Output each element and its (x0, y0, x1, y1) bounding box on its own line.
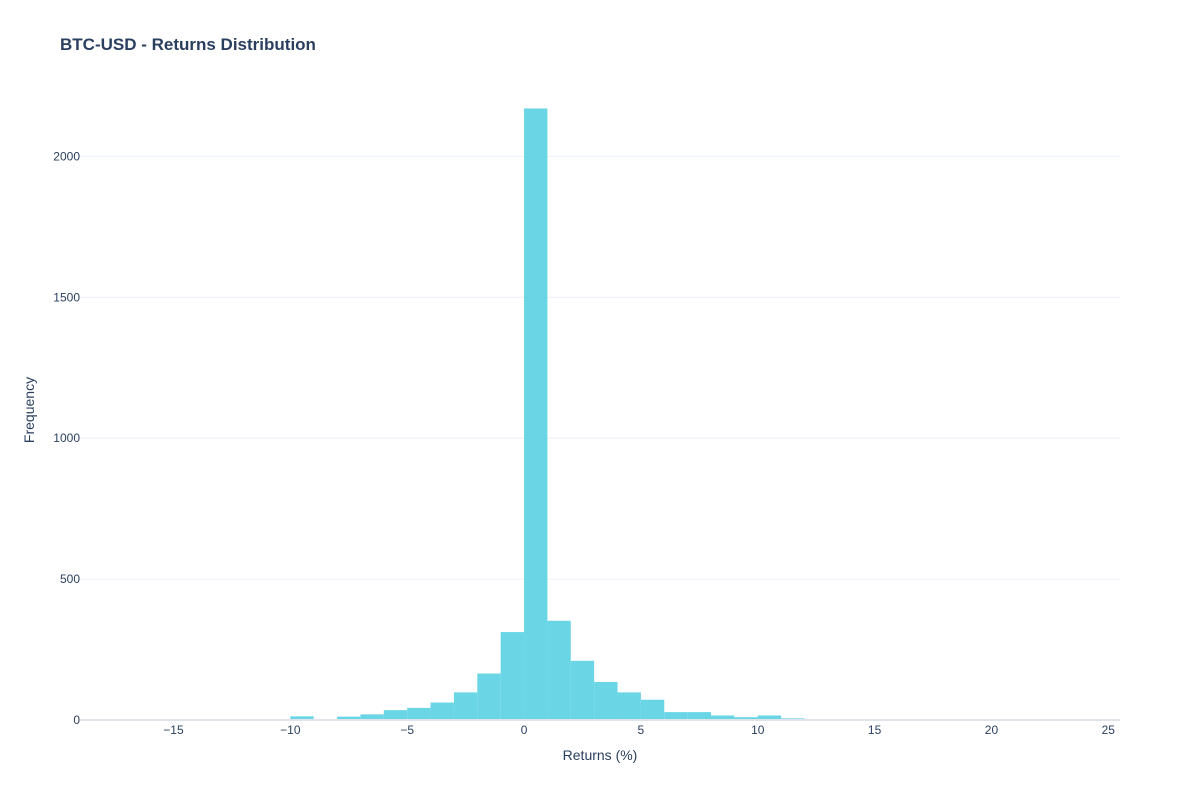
y-tick-label: 0 (73, 713, 80, 727)
y-axis-ticks: 0 500 1000 1500 2000 (53, 149, 80, 727)
y-tick-label: 2000 (53, 149, 80, 163)
x-tick-label: 0 (521, 723, 528, 737)
histogram-bar (407, 707, 431, 720)
x-axis-title: Returns (%) (563, 747, 638, 763)
histogram-bar (734, 717, 758, 720)
histogram-bar (594, 681, 618, 720)
x-axis-ticks: −15 −10 −5 0 5 10 15 20 25 (163, 723, 1115, 737)
histogram-bar (337, 716, 361, 720)
histogram-bar (757, 715, 782, 720)
histogram-bar (430, 702, 454, 720)
histogram-bar (687, 712, 712, 720)
histogram-bar (547, 620, 571, 720)
x-tick-label: 5 (638, 723, 645, 737)
grid-lines (80, 155, 1120, 580)
histogram-bar (664, 712, 688, 720)
histogram-bar (360, 714, 384, 720)
histogram-bar (500, 632, 525, 720)
y-tick-label: 1500 (53, 290, 80, 304)
y-tick-label: 1000 (53, 431, 80, 445)
x-tick-label: −15 (163, 723, 184, 737)
chart-title: BTC-USD - Returns Distribution (60, 35, 316, 54)
x-tick-label: −10 (280, 723, 301, 737)
histogram-bar (570, 660, 595, 720)
histogram-bar (617, 692, 641, 720)
x-tick-label: 20 (985, 723, 999, 737)
histogram-bar (640, 699, 665, 720)
histogram-bar (383, 710, 408, 720)
x-tick-label: 25 (1102, 723, 1116, 737)
histogram-bar (711, 715, 735, 720)
y-tick-label: 500 (60, 572, 80, 586)
x-tick-label: 10 (751, 723, 765, 737)
y-axis-title: Frequency (21, 377, 37, 443)
histogram-bar (290, 716, 314, 720)
histogram-bar (524, 108, 548, 721)
histogram-bars (173, 108, 898, 721)
x-tick-label: 15 (868, 723, 882, 737)
histogram-bar (453, 692, 478, 720)
x-tick-label: −5 (400, 723, 414, 737)
histogram-bar (477, 673, 501, 720)
